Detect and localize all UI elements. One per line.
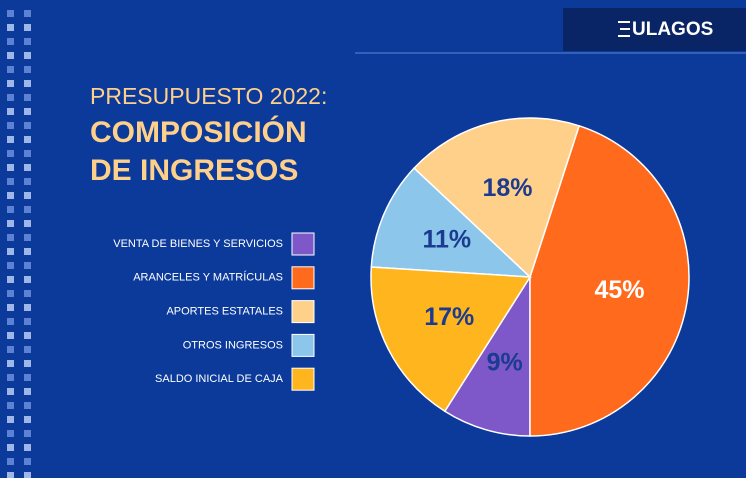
pattern-square [24,80,31,87]
pattern-square [24,66,31,73]
pattern-square [24,192,31,199]
pattern-square [24,458,31,465]
slice-label: 18% [482,174,532,202]
pattern-square [24,290,31,297]
pattern-square [24,416,31,423]
pattern-square [7,262,14,269]
pattern-square [7,80,14,87]
pattern-square [24,374,31,381]
pattern-square [7,66,14,73]
legend-label: SALDO INICIAL DE CAJA [155,373,284,385]
pattern-square [7,164,14,171]
pattern-square [24,38,31,45]
pattern-square [7,122,14,129]
pie-slice [413,117,581,279]
pattern-square [7,38,14,45]
slice-label: 45% [594,276,644,304]
legend-label: APORTES ESTATALES [166,306,283,318]
side-pattern [7,10,31,478]
pattern-square [7,318,14,325]
pattern-square [24,318,31,325]
pattern-square [7,234,14,241]
legend-label: OTROS INGRESOS [183,339,283,351]
chart-subtitle: COMPOSICIÓN [90,115,307,149]
pattern-square [7,290,14,297]
pattern-square [24,136,31,143]
chart-subtitle: DE INGRESOS [90,154,298,187]
pattern-square [24,164,31,171]
pattern-square [24,472,31,478]
pattern-square [7,150,14,157]
logo-text: ULAGOS [632,19,713,40]
pattern-square [7,304,14,311]
pattern-square [7,276,14,283]
pattern-square [7,206,14,213]
pattern-square [24,276,31,283]
pattern-square [24,248,31,255]
pattern-square [24,262,31,269]
pattern-square [24,402,31,409]
pattern-square [7,94,14,101]
pattern-square [7,430,14,437]
pattern-square [7,360,14,367]
pie-slice [370,167,533,278]
pattern-square [7,346,14,353]
logo-box [563,8,746,51]
logo-icon [618,21,630,37]
pattern-square [7,388,14,395]
pattern-square [7,220,14,227]
pie-slice [370,266,532,413]
pattern-square [7,402,14,409]
legend-swatch [291,300,315,324]
pattern-square [7,472,14,478]
pattern-square [24,346,31,353]
slice-label: 11% [422,226,471,254]
pattern-square [7,248,14,255]
chart-title: PRESUPUESTO 2022: [90,83,327,109]
legend-swatch [291,266,315,290]
pattern-square [24,206,31,213]
slice-label: 9% [487,349,523,377]
pattern-square [7,192,14,199]
pattern-square [24,24,31,31]
legend-label: ARANCELES Y MATRÍCULAS [133,271,283,284]
pattern-square [24,360,31,367]
pattern-square [7,458,14,465]
pattern-square [24,94,31,101]
pattern-square [24,178,31,185]
legend-swatch [291,367,315,391]
pattern-square [7,444,14,451]
pattern-square [24,430,31,437]
pattern-square [7,332,14,339]
pattern-square [7,178,14,185]
pattern-square [24,52,31,59]
pattern-square [24,10,31,17]
pattern-square [7,374,14,381]
pattern-square [24,234,31,241]
pattern-square [7,136,14,143]
pattern-square [7,108,14,115]
pattern-square [24,388,31,395]
pattern-square [7,24,14,31]
pie-slice [529,124,690,437]
pattern-square [7,416,14,423]
pattern-square [24,332,31,339]
slice-label: 17% [424,303,474,331]
legend-label: VENTA DE BIENES Y SERVICIOS [113,238,283,250]
pattern-square [24,108,31,115]
pattern-square [24,304,31,311]
pattern-square [24,122,31,129]
pattern-square [7,10,14,17]
pattern-square [7,52,14,59]
legend-swatch [291,232,315,256]
pattern-square [24,150,31,157]
pie-slice [443,274,531,437]
legend-swatch [291,333,315,357]
pattern-square [24,444,31,451]
pattern-square [24,220,31,227]
